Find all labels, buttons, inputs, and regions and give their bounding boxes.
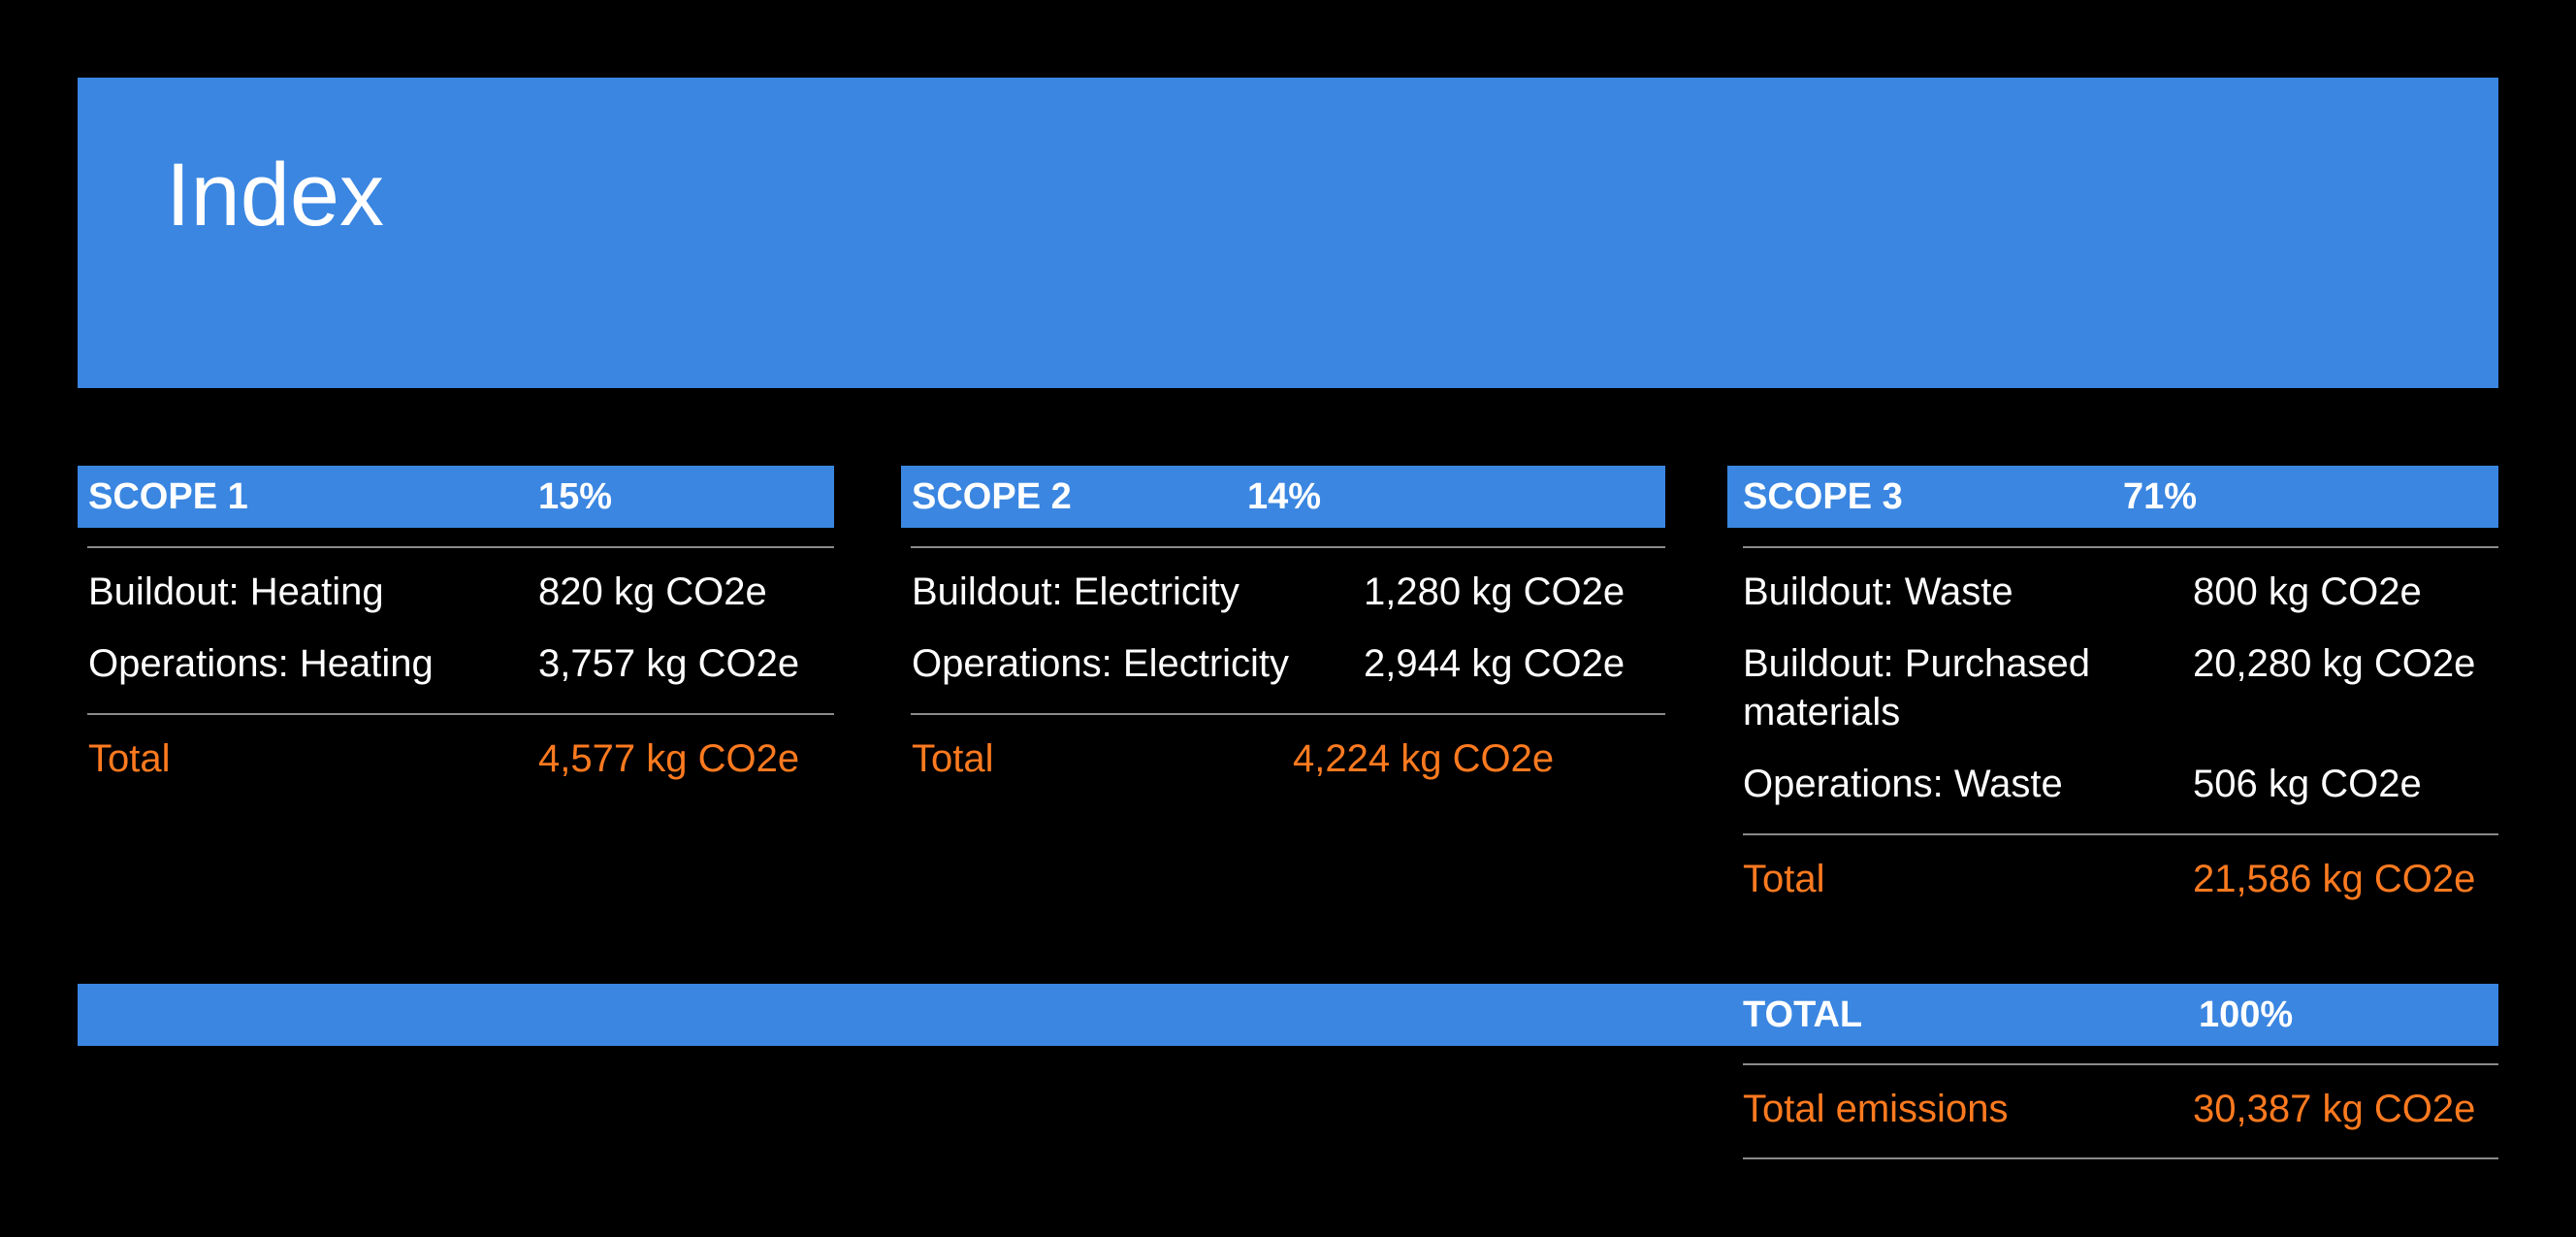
- scope-3-percent: 71%: [2123, 476, 2198, 517]
- scope-2-header-bar: [901, 466, 1665, 528]
- scope-3-row-label: Buildout: Purchased materials: [1743, 642, 2091, 733]
- scope-3-divider-bottom: [1743, 833, 2498, 835]
- scope-2-row-label: Operations: Electricity: [912, 642, 1290, 685]
- scope-1-percent: 15%: [538, 476, 613, 517]
- scope-1-row-value: 3,757 kg CO2e: [538, 642, 800, 685]
- scope-3-header-bar: [1727, 466, 2498, 528]
- total-header-bar: [78, 984, 2498, 1046]
- scope-1-row-label: Buildout: Heating: [88, 570, 384, 613]
- scope-1-header-bar: [78, 466, 834, 528]
- page-title: Index: [166, 146, 385, 244]
- scope-1-divider-bottom: [87, 713, 834, 715]
- total-emissions-value: 30,387 kg CO2e: [2193, 1088, 2476, 1130]
- scope-3-row-value: 800 kg CO2e: [2193, 570, 2422, 613]
- scope-3-row-value: 20,280 kg CO2e: [2193, 642, 2476, 685]
- total-percent: 100%: [2199, 994, 2294, 1035]
- total-divider-top: [1743, 1063, 2498, 1065]
- total-emissions-label: Total emissions: [1743, 1088, 2009, 1130]
- scope-2-row-label: Buildout: Electricity: [912, 570, 1240, 613]
- scope-3-row-value: 506 kg CO2e: [2193, 763, 2422, 805]
- scope-1-total-value: 4,577 kg CO2e: [538, 737, 800, 780]
- scope-2-row-value: 2,944 kg CO2e: [1364, 642, 1626, 685]
- scope-1-row-value: 820 kg CO2e: [538, 570, 767, 613]
- scope-2-row-value: 1,280 kg CO2e: [1364, 570, 1626, 613]
- scope-3-total-value: 21,586 kg CO2e: [2193, 858, 2476, 900]
- scope-3-heading: SCOPE 3: [1743, 476, 1903, 517]
- scope-1-row-label: Operations: Heating: [88, 642, 434, 685]
- scope-2-heading: SCOPE 2: [912, 476, 1072, 517]
- total-divider-bottom: [1743, 1157, 2498, 1159]
- scope-2-percent: 14%: [1247, 476, 1322, 517]
- scope-1-divider-top: [87, 546, 834, 548]
- scope-3-row-label: Operations: Waste: [1743, 763, 2063, 805]
- scope-1-total-label: Total: [88, 737, 171, 780]
- scope-3-total-label: Total: [1743, 858, 1825, 900]
- scope-2-divider-top: [911, 546, 1665, 548]
- scope-2-total-label: Total: [912, 737, 994, 780]
- scope-1-heading: SCOPE 1: [88, 476, 248, 517]
- title-banner: [78, 78, 2498, 388]
- scope-2-total-value: 4,224 kg CO2e: [1293, 737, 1555, 780]
- scope-2-divider-bottom: [911, 713, 1665, 715]
- scope-3-divider-top: [1743, 546, 2498, 548]
- total-heading: TOTAL: [1743, 994, 1863, 1035]
- scope-3-row-label: Buildout: Waste: [1743, 570, 2013, 613]
